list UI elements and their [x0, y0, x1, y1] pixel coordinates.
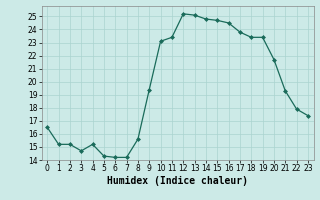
X-axis label: Humidex (Indice chaleur): Humidex (Indice chaleur) [107, 176, 248, 186]
